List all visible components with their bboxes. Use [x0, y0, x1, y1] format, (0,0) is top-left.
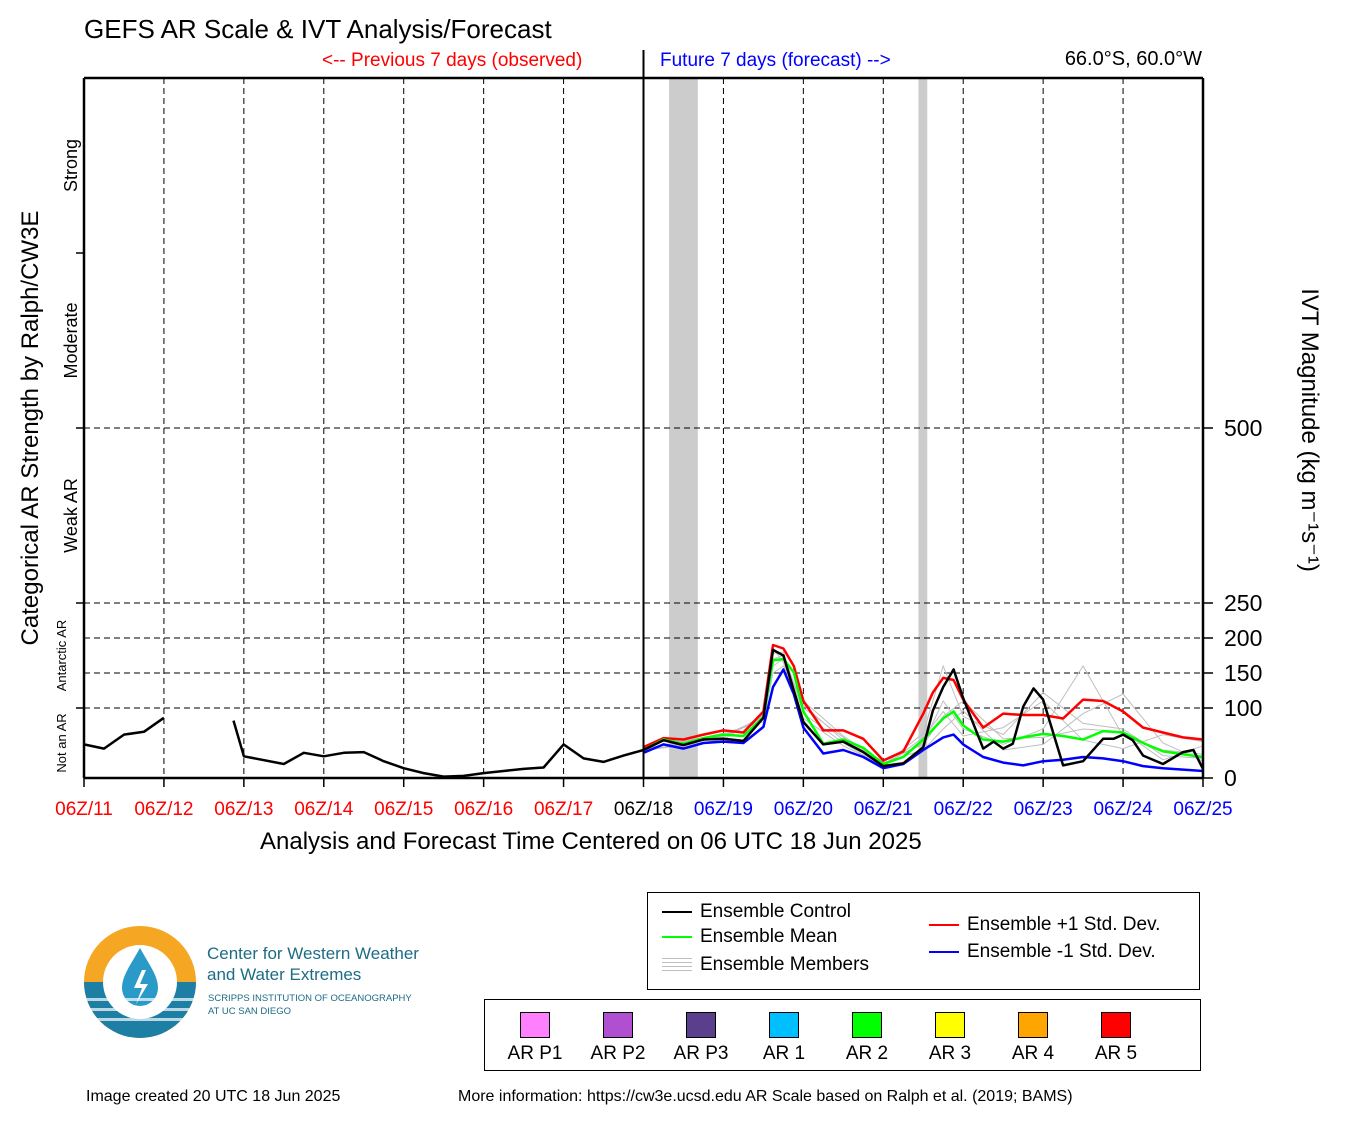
y-axis-left-title: Categorical AR Strength by Ralph/CW3E [17, 211, 44, 646]
ar-scale-item-3: AR 1 [744, 1012, 824, 1065]
x-tick-label-12: 06Z/23 [1014, 799, 1073, 820]
legend-plus-sd-swatch [929, 924, 959, 926]
ar-scale-label-2: AR P3 [673, 1043, 729, 1064]
ar-scale-item-1: AR P2 [578, 1012, 658, 1065]
axes [76, 50, 1213, 787]
legend-control-swatch [662, 911, 692, 913]
legend-control-label: Ensemble Control [700, 901, 852, 922]
legend-plus-sd: Ensemble +1 Std. Dev. [929, 914, 1160, 936]
ensemble-control-line [642, 648, 1205, 770]
x-tick-label-11: 06Z/22 [934, 799, 993, 820]
logo-text-line1: Center for Western Weather [207, 944, 419, 963]
future-days-label: Future 7 days (forecast) --> [660, 50, 891, 71]
x-tick-label-4: 06Z/15 [374, 799, 433, 820]
logo-text-line3: SCRIPPS INSTITUTION OF OCEANOGRAPHY [208, 993, 412, 1004]
ar-scale-label-5: AR 3 [928, 1043, 972, 1064]
ar-scale-swatch-5 [935, 1012, 965, 1038]
y-tick-label-100: 100 [1224, 695, 1262, 721]
ar-scale-item-7: AR 5 [1076, 1012, 1156, 1065]
category-label-2: Weak AR [61, 478, 81, 553]
x-tick-label-5: 06Z/16 [454, 799, 513, 820]
ar-scale-item-6: AR 4 [993, 1012, 1073, 1065]
x-axis-title: Analysis and Forecast Time Centered on 0… [260, 828, 922, 855]
logo-text-line4: AT UC SAN DIEGO [208, 1006, 292, 1017]
ar-scale-label-6: AR 4 [1011, 1043, 1055, 1064]
chart-title: GEFS AR Scale & IVT Analysis/Forecast [84, 14, 552, 44]
ar-scale-swatch-4 [852, 1012, 882, 1038]
ar-scale-label-3: AR 1 [762, 1043, 806, 1064]
previous-days-label: <-- Previous 7 days (observed) [322, 50, 583, 71]
footer-created: Image created 20 UTC 18 Jun 2025 [86, 1088, 341, 1105]
y-tick-label-0: 0 [1224, 765, 1237, 791]
legend-members-label: Ensemble Members [700, 954, 869, 975]
ar-scale-swatch-1 [603, 1012, 633, 1038]
category-label-4: Strong [61, 139, 81, 192]
ar-scale-swatch-2 [686, 1012, 716, 1038]
y-tick-labels: 0 100 150 200 250 500 [1224, 415, 1262, 791]
y-tick-label-250: 250 [1224, 590, 1262, 616]
legend-mean: Ensemble Mean [662, 926, 837, 948]
legend-members: Ensemble Members [662, 954, 869, 976]
legend-plus-sd-label: Ensemble +1 Std. Dev. [967, 914, 1161, 935]
ar-scale-swatch-3 [769, 1012, 799, 1038]
ar-scale-item-4: AR 2 [827, 1012, 907, 1065]
y-tick-label-150: 150 [1224, 660, 1262, 686]
ar-scale-item-2: AR P3 [661, 1012, 741, 1065]
legend-minus-sd: Ensemble -1 Std. Dev. [929, 941, 1156, 963]
ar-scale-swatch-7 [1101, 1012, 1131, 1038]
x-tick-label-3: 06Z/14 [294, 799, 354, 820]
cw3e-logo [84, 926, 196, 1038]
location-label: 66.0°S, 60.0°W [1064, 48, 1202, 70]
y-tick-label-200: 200 [1224, 625, 1262, 651]
x-tick-label-1: 06Z/12 [134, 799, 193, 820]
footer-info: More information: https://cw3e.ucsd.edu … [458, 1088, 1073, 1105]
ensemble-control-observed-segment-0 [83, 716, 165, 750]
ensemble-member-line-4 [643, 658, 1204, 762]
ensemble-1-std-dev-line [643, 668, 1204, 773]
ar-scale-item-5: AR 3 [910, 1012, 990, 1065]
legend-minus-sd-swatch [929, 951, 959, 953]
ar-scale-legend: AR P1 AR P2 AR P3 AR 1 AR 2 AR 3 AR 4 AR 5 [484, 999, 1201, 1071]
y-tick-label-500: 500 [1224, 415, 1262, 441]
shaded-periods [669, 78, 928, 778]
ensemble-control-observed-segment-1 [232, 720, 644, 778]
category-labels: Not an AR Antarctic AR Weak AR Moderate Stro… [54, 139, 81, 773]
ensemble-mean-line [642, 657, 1204, 766]
ar-scale-label-1: AR P2 [590, 1043, 646, 1064]
x-tick-label-14: 06Z/25 [1173, 799, 1232, 820]
category-label-3: Moderate [61, 302, 81, 378]
grid-lines [84, 78, 1203, 778]
series-legend: Ensemble Control Ensemble Mean Ensemble … [647, 892, 1200, 990]
x-tick-label-7: 06Z/18 [614, 799, 673, 820]
logo-text-line2: and Water Extremes [207, 965, 362, 984]
ar-scale-swatch-6 [1018, 1012, 1048, 1038]
x-tick-label-8: 06Z/19 [694, 799, 753, 820]
shaded-period-1 [918, 78, 928, 778]
x-tick-label-0: 06Z/11 [55, 799, 113, 820]
ar-scale-label-7: AR 5 [1094, 1043, 1138, 1064]
x-tick-label-9: 06Z/20 [774, 799, 833, 820]
x-tick-label-13: 06Z/24 [1093, 799, 1153, 820]
legend-minus-sd-label: Ensemble -1 Std. Dev. [967, 941, 1156, 962]
ar-scale-label-4: AR 2 [845, 1043, 889, 1064]
legend-control: Ensemble Control [662, 901, 851, 923]
ensemble-1-std-dev-line [642, 643, 1204, 762]
series-lines [83, 643, 1205, 778]
ar-scale-label-0: AR P1 [507, 1043, 563, 1064]
legend-mean-swatch [662, 936, 692, 938]
ar-scale-swatch-0 [520, 1012, 550, 1038]
legend-mean-label: Ensemble Mean [700, 926, 838, 947]
category-label-1: Antarctic AR [54, 620, 69, 692]
y-axis-right-title: IVT Magnitude (kg m⁻¹s⁻¹) [1296, 288, 1323, 572]
category-label-0: Not an AR [54, 713, 69, 772]
legend-members-swatch [662, 958, 692, 972]
x-tick-label-6: 06Z/17 [534, 799, 593, 820]
ar-scale-item-0: AR P1 [495, 1012, 575, 1065]
x-tick-labels: 06Z/11 06Z/12 06Z/13 06Z/14 06Z/15 06Z/16 06Z/… [55, 799, 1232, 820]
x-tick-label-2: 06Z/13 [214, 799, 273, 820]
shaded-period-0 [669, 78, 698, 778]
x-tick-label-10: 06Z/21 [854, 799, 913, 820]
